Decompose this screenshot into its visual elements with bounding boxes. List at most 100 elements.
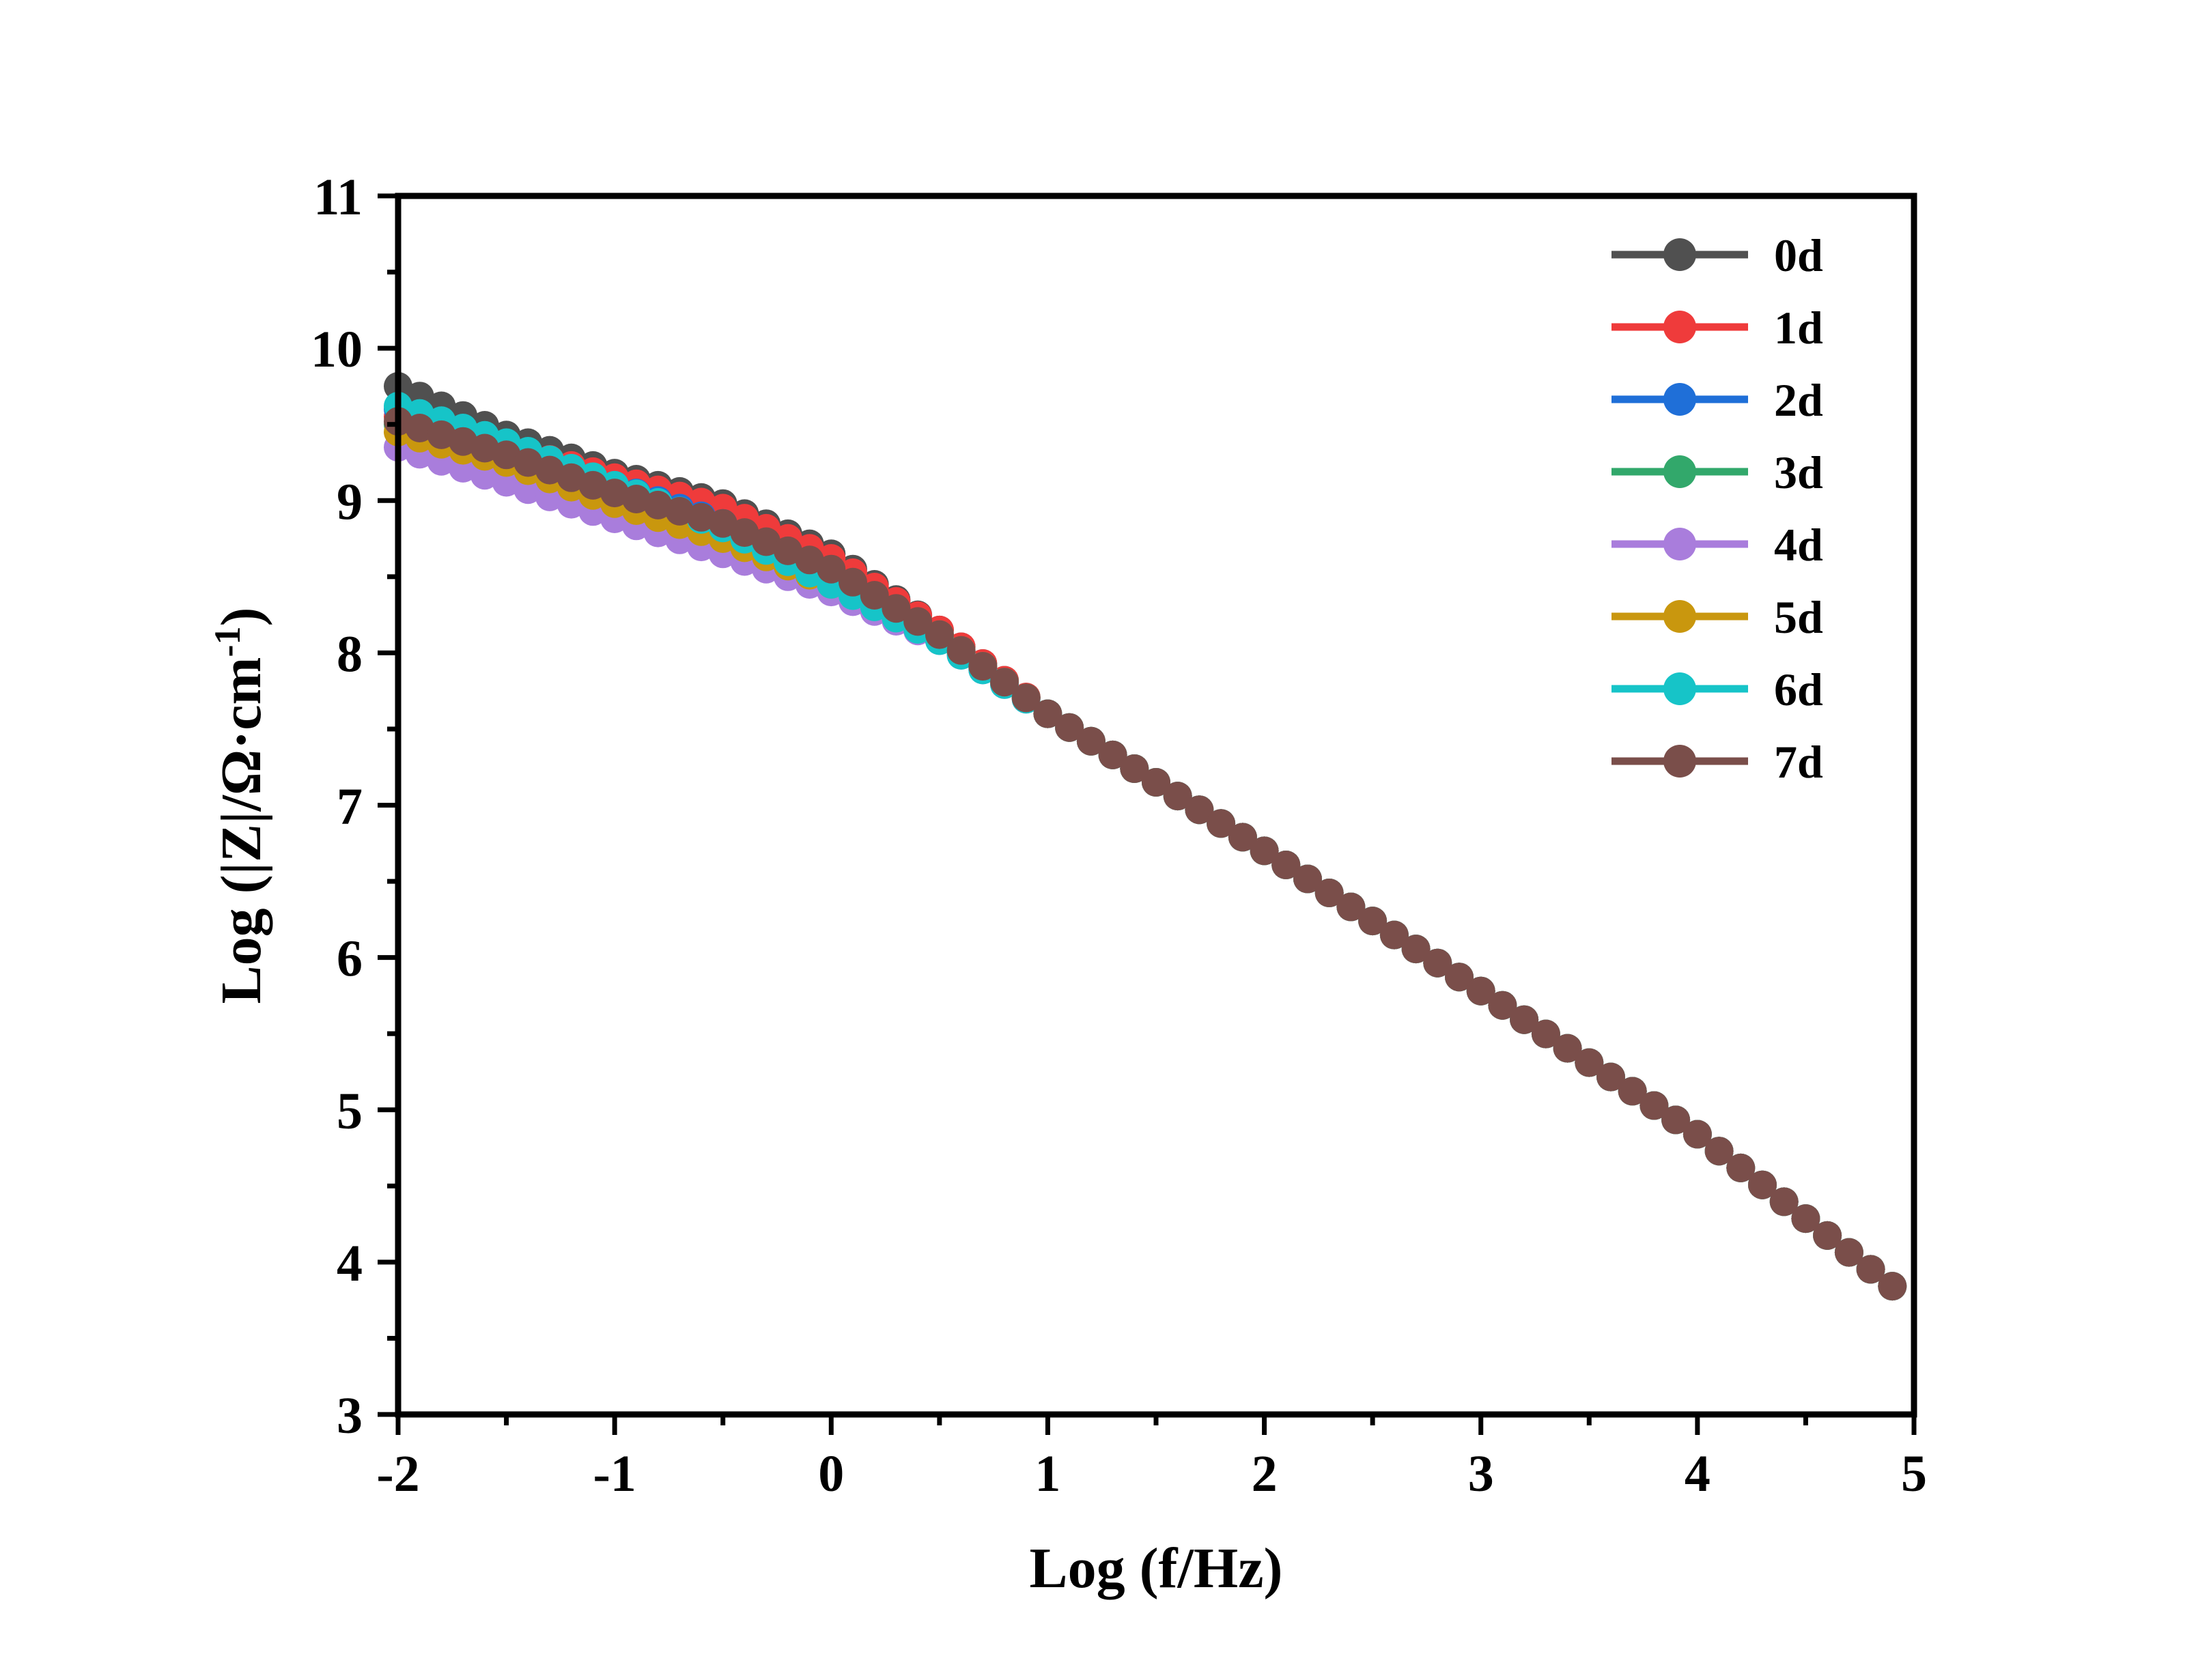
y-axis-title-close: )	[210, 608, 273, 627]
data-point	[773, 536, 802, 565]
legend-marker	[1663, 528, 1696, 560]
series-layer	[384, 371, 1907, 1301]
legend-label: 4d	[1774, 519, 1823, 571]
data-point	[795, 545, 824, 575]
x-tick-label: -1	[593, 1445, 636, 1503]
legend-label: 3d	[1774, 446, 1823, 498]
x-tick-label: 3	[1468, 1445, 1494, 1503]
x-tick-label: 1	[1034, 1445, 1060, 1503]
data-point	[1531, 1019, 1560, 1049]
data-point	[1423, 948, 1452, 978]
data-point	[1314, 879, 1344, 907]
x-tick-label: -2	[376, 1445, 419, 1503]
data-point	[1358, 907, 1388, 936]
legend-label: 7d	[1774, 736, 1823, 788]
legend-item-7d: 7d	[1611, 736, 1823, 788]
data-point	[1510, 1005, 1539, 1034]
series-4d	[384, 433, 1907, 1301]
data-point	[1336, 892, 1366, 922]
legend-label: 0d	[1774, 229, 1823, 281]
ticks-layer: -2 -1 0 1 2 3 4 5 3 4 5 6 7 8 9 10 11	[311, 169, 1927, 1503]
data-point	[1683, 1120, 1712, 1149]
data-point	[1401, 935, 1431, 964]
data-point	[1098, 740, 1127, 769]
legend-marker	[1663, 455, 1696, 488]
data-point	[1704, 1137, 1734, 1166]
data-point	[492, 440, 521, 470]
legend-marker	[1663, 311, 1696, 343]
data-point	[860, 581, 889, 610]
data-point	[1748, 1170, 1777, 1199]
data-point	[492, 468, 521, 497]
data-point	[687, 502, 716, 532]
y-tick-label: 9	[337, 473, 363, 530]
legend-item-3d: 3d	[1611, 446, 1823, 498]
legend-label: 2d	[1774, 374, 1823, 426]
y-tick-label: 5	[337, 1083, 363, 1140]
data-point	[1076, 726, 1106, 756]
legend-item-5d: 5d	[1611, 591, 1823, 643]
legend: 0d 1d 2d 3d 4d 5d 6d 7d	[1611, 229, 1823, 788]
data-point	[1575, 1048, 1604, 1077]
x-axis-title: Log (f/Hz)	[1030, 1537, 1283, 1600]
x-tick-label: 0	[818, 1445, 844, 1503]
data-point	[946, 636, 976, 665]
data-point	[903, 607, 933, 636]
legend-marker	[1663, 600, 1696, 633]
y-tick-label: 6	[337, 930, 363, 988]
data-point	[1639, 1091, 1669, 1120]
data-point	[882, 594, 911, 623]
y-tick-label: 11	[313, 169, 363, 226]
data-point	[1618, 1077, 1647, 1106]
data-point	[535, 455, 564, 485]
series-7d	[384, 407, 1907, 1301]
legend-label: 6d	[1774, 664, 1823, 715]
y-axis-title-main: Log (|Z|/Ω·cm	[210, 657, 273, 1004]
data-point	[1271, 851, 1301, 879]
data-point	[405, 414, 434, 442]
data-point	[1445, 963, 1474, 992]
series-line	[397, 429, 1894, 1289]
legend-item-0d: 0d	[1611, 229, 1823, 281]
data-point	[1553, 1034, 1582, 1063]
data-point	[643, 490, 673, 519]
legend-marker	[1663, 383, 1696, 416]
legend-item-1d: 1d	[1611, 302, 1823, 354]
data-point	[1228, 823, 1257, 852]
data-point	[1185, 795, 1214, 825]
data-point	[557, 463, 586, 492]
data-point	[1163, 782, 1192, 811]
data-point	[1596, 1062, 1625, 1092]
data-point	[427, 420, 456, 449]
data-point	[1011, 683, 1041, 713]
data-point	[1207, 809, 1236, 838]
y-tick-label: 8	[337, 625, 363, 683]
data-point	[1033, 699, 1062, 728]
data-point	[1293, 864, 1322, 894]
data-point	[1661, 1105, 1691, 1135]
data-point	[1120, 754, 1149, 783]
data-point	[839, 567, 867, 597]
data-point	[1878, 1272, 1907, 1301]
data-point	[1791, 1204, 1820, 1234]
data-point	[621, 485, 651, 513]
data-point	[1856, 1255, 1885, 1284]
series-line	[397, 444, 1894, 1289]
data-point	[817, 554, 846, 584]
data-point	[1726, 1153, 1756, 1182]
legend-item-2d: 2d	[1611, 374, 1823, 426]
data-point	[1769, 1187, 1799, 1216]
data-point	[708, 509, 737, 538]
data-point	[925, 620, 954, 649]
data-point	[1834, 1238, 1863, 1267]
legend-label: 1d	[1774, 302, 1823, 354]
data-point	[665, 496, 694, 526]
plot-frame	[395, 193, 1917, 1418]
data-point	[1055, 713, 1084, 742]
data-point	[990, 668, 1019, 697]
data-point	[578, 470, 608, 500]
legend-label: 5d	[1774, 591, 1823, 643]
data-point	[1379, 920, 1409, 950]
y-axis-title-superscript: -1	[207, 627, 248, 657]
